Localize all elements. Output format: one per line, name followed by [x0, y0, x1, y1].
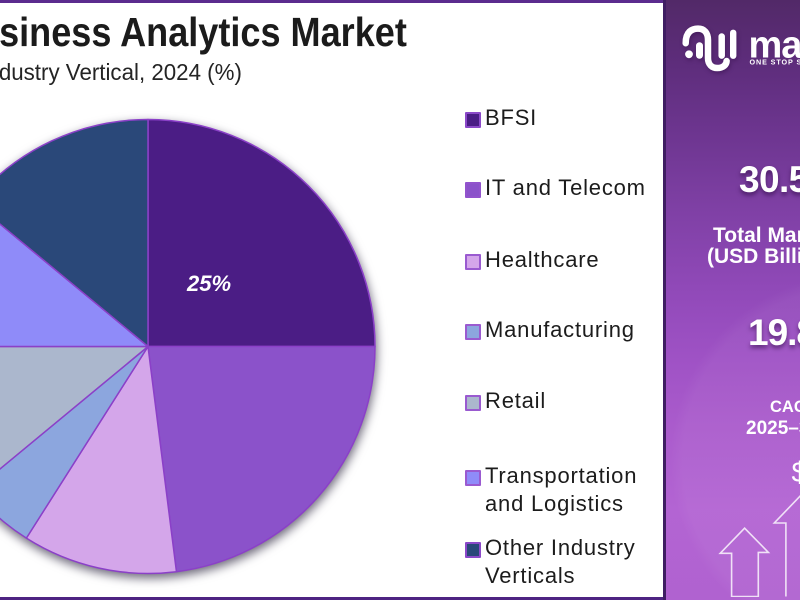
svg-text:25%: 25% — [186, 271, 231, 296]
svg-text:ONE STOP SOLUTION: ONE STOP SOLUTION — [750, 58, 800, 67]
